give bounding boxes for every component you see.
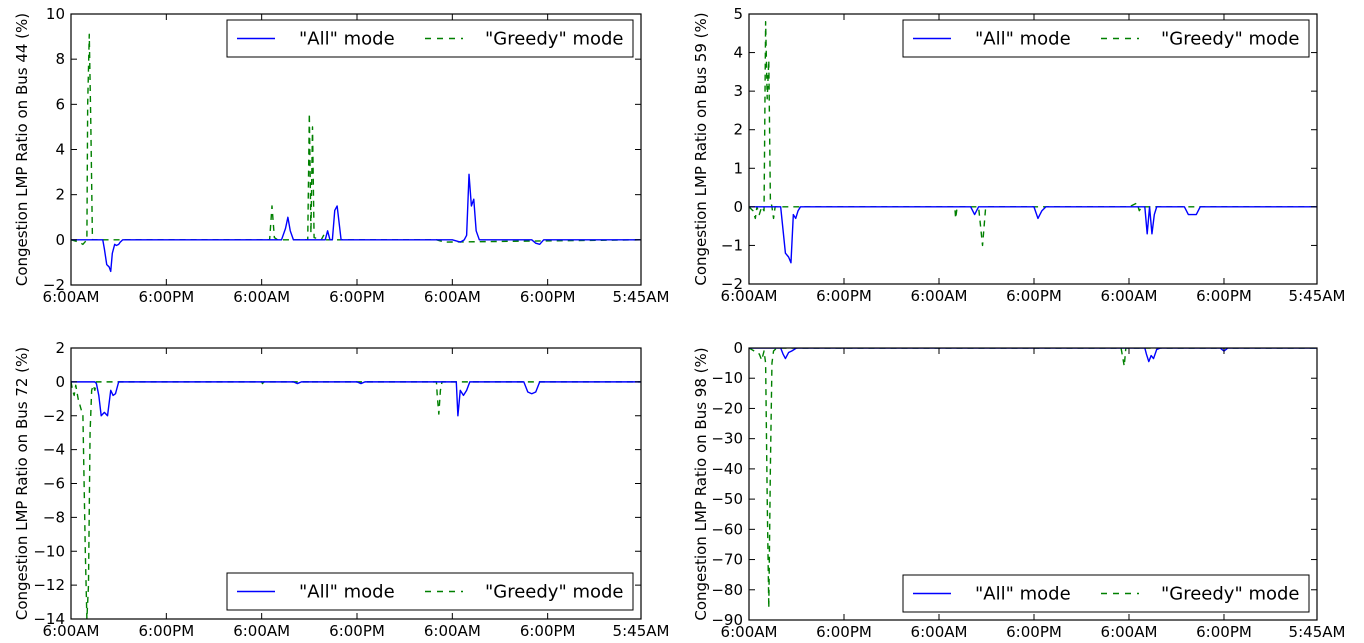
series-group [71, 381, 641, 619]
legend-label-all-mode: "All" mode [975, 29, 1071, 50]
x-tick-label: 5:45AM [1289, 623, 1346, 641]
x-tick-label: 6:00PM [1006, 623, 1062, 641]
legend: "All" mode "Greedy" mode [902, 19, 1310, 58]
legend-label-greedy-mode: "Greedy" mode [1161, 584, 1300, 605]
y-tick-label: −40 [711, 460, 743, 478]
series-group [749, 348, 1317, 609]
y-tick-label: 3 [733, 82, 743, 100]
legend: "All" mode "Greedy" mode [902, 574, 1310, 613]
y-tick-label: −1 [721, 236, 743, 254]
y-tick-label: 2 [55, 186, 65, 204]
legend-label-all-mode: "All" mode [299, 29, 395, 50]
y-tick-label: 0 [733, 339, 743, 357]
legend-label-greedy-mode: "Greedy" mode [485, 582, 624, 603]
x-tick-label: 6:00AM [233, 288, 290, 306]
y-tick-label: −30 [711, 430, 743, 448]
y-tick-label: −70 [711, 551, 743, 569]
subplot-2: −2 −1 0 1 2 3 4 5 6:00AM 6:00PM 6:00AM 6:00PM 6:00AM… [692, 5, 1345, 305]
subplot-4: −90 −80 −70 −60 −50 −40 −30 −20 −10 0 6:00AM 6:00PM… [692, 339, 1345, 641]
y-tick-label: 6 [55, 95, 65, 113]
series-greedy-mode-line [71, 381, 641, 619]
x-tick-label: 6:00AM [911, 623, 968, 641]
y-tick-label: −6 [43, 475, 65, 493]
x-tick-label: 6:00PM [520, 288, 576, 306]
x-tick-label: 6:00AM [721, 623, 778, 641]
x-tick-label: 6:00AM [43, 288, 100, 306]
x-tick-label: 6:00AM [721, 287, 778, 305]
y-axis-label: Congestion LMP Ratio on Bus 72 (%) [13, 347, 31, 620]
x-tick-label: 6:00AM [424, 288, 481, 306]
y-tick-label: −10 [33, 542, 65, 560]
y-tick-label: −8 [43, 508, 65, 526]
series-greedy-mode-line [749, 348, 1317, 609]
y-tick-label: −4 [43, 441, 65, 459]
series-all-mode-line [71, 381, 641, 417]
y-tick-label: 10 [46, 5, 65, 23]
x-tick-label: 6:00PM [1196, 623, 1252, 641]
legend-label-greedy-mode: "Greedy" mode [485, 29, 624, 50]
x-tick-label: 5:45AM [1289, 287, 1346, 305]
x-tick-label: 6:00PM [138, 622, 194, 640]
y-tick-label: −2 [43, 407, 65, 425]
y-tick-label: 5 [733, 5, 743, 23]
x-tick-label: 6:00PM [1006, 287, 1062, 305]
y-tick-label: −2 [721, 275, 743, 293]
x-tick-label: 6:00PM [138, 288, 194, 306]
x-tick-label: 6:00PM [816, 287, 872, 305]
y-tick-label: 1 [733, 159, 743, 177]
x-tick-label: 6:00AM [1101, 287, 1158, 305]
series-greedy-mode-line [71, 33, 641, 246]
y-tick-label: 0 [733, 198, 743, 216]
subplot-3: −14 −12 −10 −8 −6 −4 −2 0 2 6:00AM 6:00PM 6:00AM 6:0… [13, 339, 669, 640]
x-tick-label: 6:00AM [43, 622, 100, 640]
legend-label-all-mode: "All" mode [299, 582, 395, 603]
x-tick-label: 5:45AM [613, 288, 670, 306]
y-tick-label: 0 [55, 231, 65, 249]
x-tick-label: 6:00PM [1196, 287, 1252, 305]
y-axis-label: Congestion LMP Ratio on Bus 98 (%) [692, 347, 710, 620]
x-tick-label: 6:00PM [520, 622, 576, 640]
y-tick-label: −90 [711, 611, 743, 629]
y-axis-label: Congestion LMP Ratio on Bus 44 (%) [13, 13, 31, 286]
legend-label-greedy-mode: "Greedy" mode [1161, 29, 1300, 50]
y-tick-label: −14 [33, 610, 65, 628]
axes-frame [748, 13, 1318, 285]
y-axis-label: Congestion LMP Ratio on Bus 59 (%) [692, 12, 710, 285]
x-tick-label: 6:00AM [1101, 623, 1158, 641]
x-tick-label: 6:00AM [911, 287, 968, 305]
y-tick-label: −80 [711, 581, 743, 599]
legend: "All" mode "Greedy" mode [226, 572, 634, 611]
x-tick-label: 6:00AM [233, 622, 290, 640]
legend: "All" mode "Greedy" mode [226, 19, 634, 58]
x-tick-label: 6:00PM [816, 623, 872, 641]
x-tick-label: 6:00PM [329, 288, 385, 306]
y-tick-label: −2 [43, 276, 65, 294]
y-tick-label: 2 [733, 121, 743, 139]
series-group [71, 33, 641, 273]
series-all-mode-line [749, 348, 1317, 363]
series-all-mode-line [71, 173, 641, 273]
series-group [749, 21, 1317, 264]
y-tick-label: 4 [733, 44, 743, 62]
y-tick-label: −60 [711, 520, 743, 538]
y-tick-label: −12 [33, 576, 65, 594]
series-all-mode-line [749, 206, 1317, 264]
x-tick-label: 6:00AM [424, 622, 481, 640]
y-tick-label: −50 [711, 490, 743, 508]
subplot-1: −2 0 2 4 6 8 10 6:00AM 6:00PM 6:00AM 6:00PM 6:00AM 6… [13, 5, 669, 306]
axes-frame [748, 347, 1318, 621]
y-tick-label: 4 [55, 141, 65, 159]
y-tick-label: 2 [55, 339, 65, 357]
legend-label-all-mode: "All" mode [975, 584, 1071, 605]
x-tick-label: 6:00PM [329, 622, 385, 640]
y-tick-label: −20 [711, 399, 743, 417]
y-tick-label: 0 [55, 373, 65, 391]
y-tick-label: −10 [711, 369, 743, 387]
x-tick-label: 5:45AM [613, 622, 670, 640]
y-tick-label: 8 [55, 50, 65, 68]
